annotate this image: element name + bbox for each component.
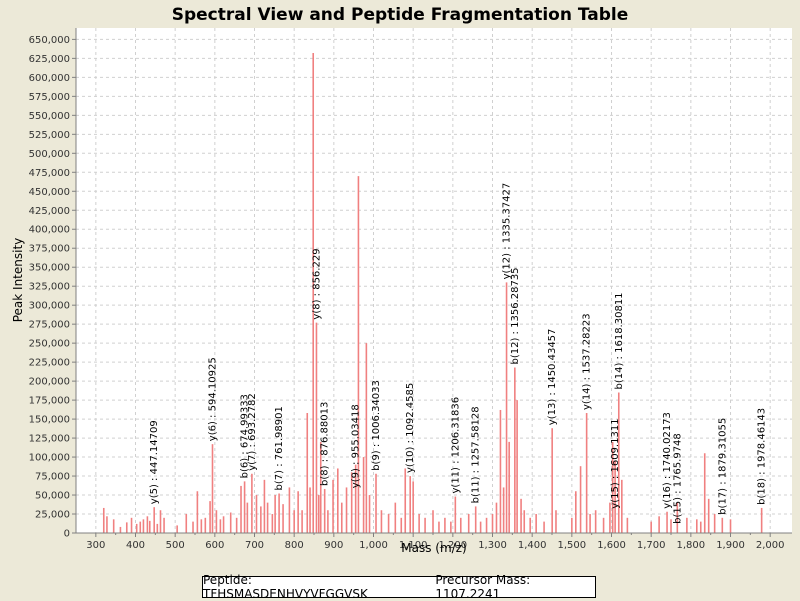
y-tick-label: 0	[64, 529, 70, 540]
y-tick-label: 400,000	[29, 225, 70, 236]
plot-area	[76, 28, 792, 533]
y-tick-label: 425,000	[29, 206, 70, 217]
x-tick-label: 1,700	[637, 540, 666, 551]
peptide-sequence: Peptide: TFHSMASDENHVYVFGGVSK	[203, 573, 368, 601]
peaks	[102, 53, 763, 533]
x-tick-label: 300	[86, 540, 105, 551]
y-tick-label: 500,000	[29, 149, 70, 160]
y-tick-label: 250,000	[29, 339, 70, 350]
x-tick-label: 600	[205, 540, 224, 551]
peak-annotation: y(5) : 447.14709	[149, 420, 160, 504]
peak-annotation: y(14) : 1537.28223	[582, 313, 593, 410]
peak-annotation: b(6) : 674.99333	[240, 394, 251, 478]
y-tick-label: 175,000	[29, 396, 70, 407]
peak-annotation: b(9) : 1006.34033	[371, 380, 382, 471]
x-tick-label: 500	[166, 540, 185, 551]
y-tick-label: 450,000	[29, 187, 70, 198]
x-ticks: 300 400 500 600 700 800 900 1,000 1,100 1,200 1,30…	[86, 533, 785, 551]
peptide-info-box: Peptide: TFHSMASDENHVYVFGGVSK Precursor …	[202, 573, 596, 601]
y-axis-label: Peak Intensity	[11, 238, 25, 323]
x-tick-label: 1,500	[558, 540, 587, 551]
y-tick-label: 325,000	[29, 282, 70, 293]
y-tick-label: 525,000	[29, 130, 70, 141]
y-tick-label: 125,000	[29, 434, 70, 445]
peak-annotation: b(8) : 876.88013	[320, 402, 331, 486]
y-tick-label: 225,000	[29, 358, 70, 369]
peak-annotation: y(7) : 693.2782	[247, 393, 258, 471]
peak-annotation: b(15) : 1765.9748	[672, 433, 683, 524]
y-tick-label: 25,000	[35, 510, 70, 521]
peak-annotation: b(11) : 1257.58128	[471, 406, 482, 503]
peak-annotation: y(15) : 1609.1311	[610, 418, 621, 508]
x-tick-label: 1,800	[677, 540, 706, 551]
y-tick-label: 375,000	[29, 244, 70, 255]
x-tick-label: 1,400	[518, 540, 547, 551]
peak-annotation: b(7) : 761.98901	[274, 406, 285, 490]
x-tick-label: 1,300	[478, 540, 507, 551]
peak-annotation: y(13) : 1450.43457	[547, 329, 558, 426]
peak-annotation: b(17) : 1879.31055	[717, 418, 728, 515]
peak-annotation: y(12) : 1335.37427	[502, 183, 513, 280]
y-ticks: 0 25,000 50,000 75,000 100,000 125,000 150,000…	[29, 35, 76, 540]
x-tick-label: 1,900	[716, 540, 745, 551]
x-tick-label: 400	[126, 540, 145, 551]
peak-annotation: b(12) : 1356.28735	[510, 267, 521, 364]
chart-title: Spectral View and Peptide Fragmentation …	[172, 5, 629, 25]
y-tick-label: 550,000	[29, 111, 70, 122]
peak-annotation: b(18) : 1978.46143	[757, 408, 768, 505]
y-tick-label: 50,000	[35, 491, 70, 502]
peak-annotation: y(6) : 594.10925	[208, 357, 219, 441]
annotations: y(5) : 447.14709 y(6) : 594.10925 b(6) : 6…	[149, 183, 768, 524]
x-tick-label: 700	[245, 540, 264, 551]
y-tick-label: 650,000	[29, 35, 70, 46]
y-tick-label: 625,000	[29, 54, 70, 65]
y-tick-label: 575,000	[29, 92, 70, 103]
grid	[76, 28, 792, 533]
peak-annotation: y(11) : 1206.31836	[450, 397, 461, 494]
y-tick-label: 350,000	[29, 263, 70, 274]
x-tick-label: 1,000	[359, 540, 388, 551]
x-tick-label: 900	[324, 540, 343, 551]
y-tick-label: 200,000	[29, 377, 70, 388]
x-tick-label: 2,000	[756, 540, 785, 551]
y-tick-label: 100,000	[29, 453, 70, 464]
x-tick-label: 1,200	[439, 540, 468, 551]
precursor-mass: Precursor Mass: 1107.2241	[435, 573, 531, 601]
y-tick-label: 475,000	[29, 168, 70, 179]
x-tick-label: 1,600	[597, 540, 626, 551]
peak-annotation: y(10) : 1092.4585	[405, 383, 416, 473]
y-tick-label: 275,000	[29, 320, 70, 331]
peak-annotation: y(8) : 856.229	[312, 248, 323, 319]
y-tick-label: 150,000	[29, 415, 70, 426]
y-tick-label: 300,000	[29, 301, 70, 312]
peak-annotation: b(14) : 1618.30811	[614, 292, 625, 389]
peak-annotation: y(16) : 1740.02173	[662, 412, 673, 509]
x-tick-label: 800	[285, 540, 304, 551]
peak-annotation: y(9) : 955.03418	[351, 404, 362, 488]
x-tick-label: 1,100	[399, 540, 428, 551]
y-tick-label: 75,000	[35, 472, 70, 483]
y-tick-label: 600,000	[29, 73, 70, 84]
x-axis-label: Mass (m/z)	[401, 541, 466, 555]
